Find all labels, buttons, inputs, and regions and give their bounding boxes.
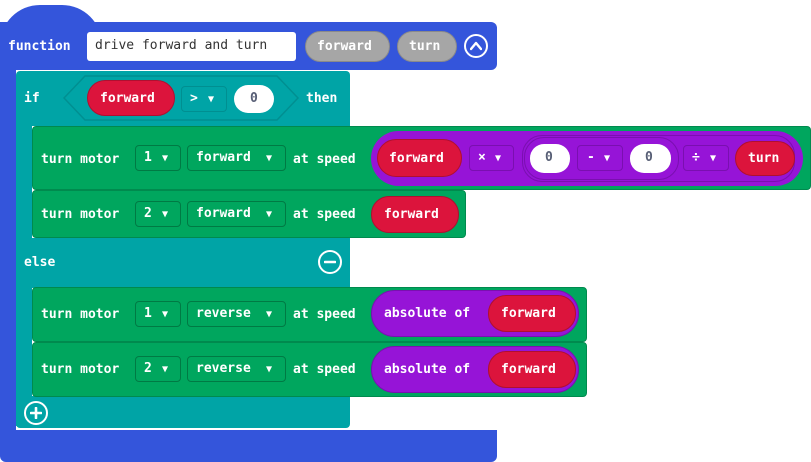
then-keyword: then	[306, 91, 338, 106]
direction-dropdown[interactable]: reverse ▼	[187, 356, 286, 382]
direction-dropdown[interactable]: forward ▼	[187, 145, 286, 171]
at-speed-label: at speed	[293, 152, 356, 167]
at-speed-label: at speed	[293, 207, 356, 222]
triangle-down-icon: ▼	[208, 94, 215, 105]
at-speed-label: at speed	[293, 362, 356, 377]
comparison-operator-dropdown[interactable]: > ▼	[181, 86, 227, 112]
param-turn[interactable]: turn	[397, 31, 457, 62]
triangle-down-icon: ▼	[266, 364, 273, 375]
motor-number-dropdown[interactable]: 2 ▼	[135, 201, 181, 227]
chevron-up-icon	[470, 41, 482, 51]
triangle-down-icon: ▼	[495, 153, 502, 164]
turn-motor-label: turn motor	[41, 152, 120, 167]
divide-operator-dropdown[interactable]: ÷ ▼	[683, 145, 729, 171]
triangle-down-icon: ▼	[266, 209, 273, 220]
triangle-down-icon: ▼	[266, 309, 273, 320]
condition-value-input[interactable]: 0	[234, 85, 274, 113]
if-block-footer	[16, 396, 350, 428]
minus-circle-icon	[324, 260, 336, 264]
speed-variable-forward[interactable]: forward	[377, 139, 462, 177]
absolute-arg-forward[interactable]: forward	[488, 295, 576, 332]
motor-number-dropdown[interactable]: 1 ▼	[135, 301, 181, 327]
collapse-params-button[interactable]	[464, 34, 488, 58]
multiply-operator-dropdown[interactable]: × ▼	[469, 145, 514, 171]
triangle-down-icon: ▼	[266, 153, 273, 164]
direction-dropdown[interactable]: reverse ▼	[187, 301, 286, 327]
triangle-down-icon: ▼	[162, 364, 169, 375]
if-keyword: if	[24, 91, 40, 106]
else-keyword: else	[24, 255, 56, 270]
else-bar[interactable]: else	[16, 238, 350, 288]
motor-number-dropdown[interactable]: 2 ▼	[135, 356, 181, 382]
function-block-rail	[0, 60, 16, 440]
triangle-down-icon: ▼	[162, 153, 169, 164]
add-else-button[interactable]	[24, 401, 48, 425]
triangle-down-icon: ▼	[162, 309, 169, 320]
at-speed-label: at speed	[293, 307, 356, 322]
divisor-variable-turn[interactable]: turn	[735, 141, 795, 176]
remove-else-button[interactable]	[318, 250, 342, 274]
function-keyword: function	[8, 39, 71, 54]
absolute-of-label: absolute of	[384, 306, 471, 321]
absolute-arg-forward[interactable]: forward	[488, 351, 576, 388]
motor-number-dropdown[interactable]: 1 ▼	[135, 145, 181, 171]
direction-dropdown[interactable]: forward ▼	[187, 201, 286, 227]
function-block-footer	[0, 430, 497, 462]
condition-variable-forward[interactable]: forward	[87, 80, 175, 116]
speed-variable-forward[interactable]: forward	[371, 196, 459, 233]
absolute-of-label: absolute of	[384, 362, 471, 377]
turn-motor-label: turn motor	[41, 307, 120, 322]
triangle-down-icon: ▼	[162, 209, 169, 220]
turn-motor-label: turn motor	[41, 207, 120, 222]
param-forward[interactable]: forward	[305, 31, 390, 62]
plus-circle-icon	[30, 407, 42, 419]
subtract-right-input[interactable]: 0	[630, 144, 671, 173]
subtract-left-input[interactable]: 0	[530, 144, 570, 173]
subtract-operator-dropdown[interactable]: - ▼	[577, 145, 623, 171]
triangle-down-icon: ▼	[604, 153, 611, 164]
function-name-input[interactable]: drive forward and turn	[87, 32, 296, 61]
triangle-down-icon: ▼	[710, 153, 717, 164]
turn-motor-label: turn motor	[41, 362, 120, 377]
